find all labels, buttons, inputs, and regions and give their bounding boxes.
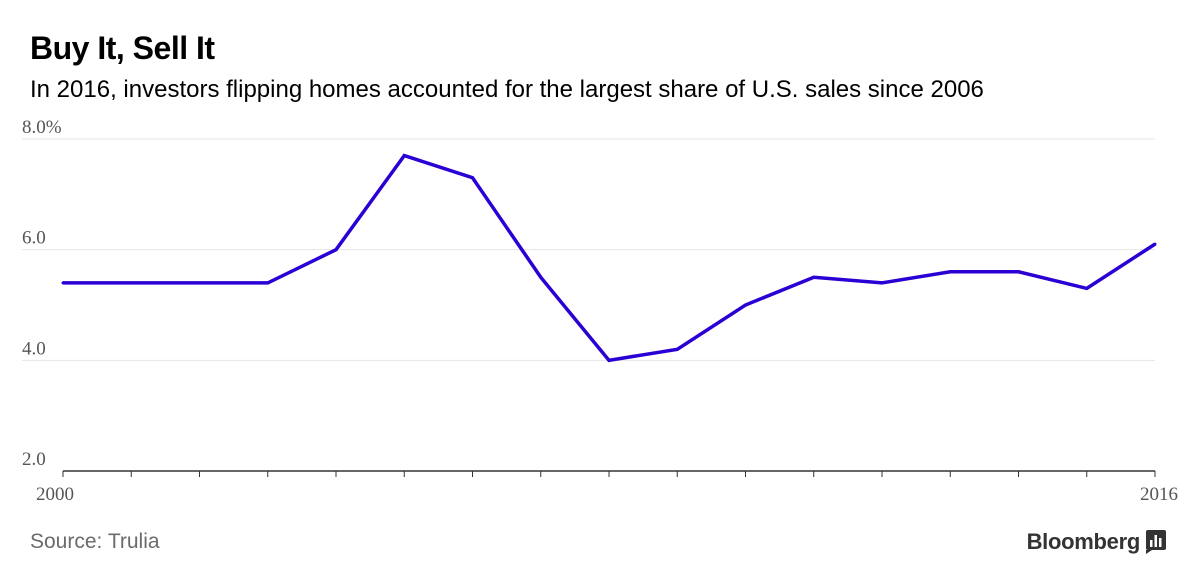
- data-point: [744, 303, 747, 307]
- data-point: [1153, 242, 1157, 246]
- data-point: [675, 347, 679, 351]
- series-layer: [61, 153, 1157, 363]
- x-tick-labels: 2000 2016: [36, 484, 1178, 505]
- data-point: [61, 281, 65, 285]
- bloomberg-logo: Bloomberg: [1027, 529, 1166, 555]
- data-point: [880, 281, 884, 285]
- gridlines: [22, 138, 1155, 361]
- data-point: [402, 154, 406, 158]
- x-axis: [62, 470, 1156, 477]
- data-point: [471, 176, 474, 180]
- series-line: [63, 153, 1156, 363]
- y-tick-label: 2.0: [22, 449, 46, 470]
- y-tick-label: 6.0: [22, 228, 46, 249]
- brand-name: Bloomberg: [1026, 529, 1141, 554]
- data-point: [1017, 270, 1020, 274]
- bloomberg-chart-icon: [1146, 530, 1166, 554]
- data-point: [198, 281, 201, 285]
- data-point: [266, 281, 270, 285]
- chart-subtitle: In 2016, investors flipping homes accoun…: [30, 76, 984, 103]
- source-note: Source: Trulia: [30, 530, 160, 553]
- x-tick-label: 2016: [1140, 484, 1178, 505]
- data-point: [334, 248, 338, 252]
- y-tick-label: 4.0: [22, 338, 46, 359]
- chart-title: Buy It, Sell It: [30, 30, 215, 66]
- data-point: [1085, 286, 1089, 290]
- y-tick-label: 8.0%: [22, 117, 62, 138]
- data-point: [812, 275, 816, 279]
- data-point: [948, 270, 952, 274]
- x-tick-label: 2000: [36, 484, 74, 505]
- y-tick-labels: 2.0 4.0 6.0 8.0%: [22, 117, 62, 470]
- data-point: [607, 358, 611, 362]
- data-point: [539, 275, 543, 279]
- data-point: [129, 281, 133, 285]
